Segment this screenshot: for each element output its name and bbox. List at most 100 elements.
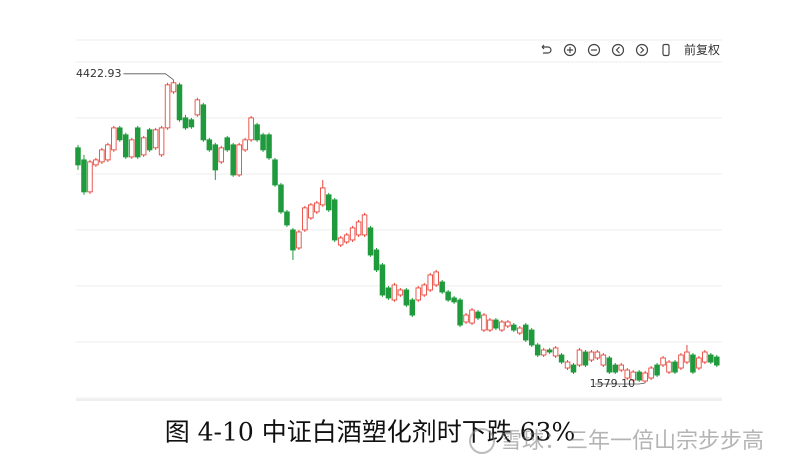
candle-body xyxy=(421,284,428,296)
zoom-out-button[interactable] xyxy=(587,43,601,57)
device-button[interactable] xyxy=(662,43,670,57)
next-button[interactable] xyxy=(635,43,649,57)
candle-body xyxy=(314,202,320,213)
candle-body xyxy=(606,357,613,373)
watermark: 雪球：三年一倍山宗步步高 xyxy=(500,429,764,454)
candle-body xyxy=(702,351,708,363)
candle-body xyxy=(302,207,308,231)
candle-body xyxy=(93,159,99,166)
candle-body xyxy=(290,229,296,251)
candle-body xyxy=(523,324,529,341)
watermark-logo xyxy=(469,428,495,454)
candle-body xyxy=(176,84,183,121)
candle-body xyxy=(660,357,666,366)
candle-body xyxy=(576,349,583,366)
candle-body xyxy=(493,319,499,329)
candle-body xyxy=(200,104,207,141)
candle-body xyxy=(331,199,338,241)
candle-body xyxy=(433,271,439,286)
candle-body xyxy=(487,319,493,331)
candle-body xyxy=(540,349,547,356)
candle-body xyxy=(117,127,123,141)
candle-body xyxy=(218,147,225,163)
candle-body xyxy=(672,361,678,373)
toolbar: 前复权 xyxy=(541,42,720,57)
candle-body xyxy=(552,347,559,357)
candle-body xyxy=(391,284,398,301)
candle-body xyxy=(128,139,135,158)
candle-body xyxy=(308,204,314,219)
candle-body xyxy=(499,321,505,331)
candle-body xyxy=(397,289,404,296)
candle-body xyxy=(475,311,481,319)
candle-body xyxy=(254,124,260,141)
candle-body xyxy=(588,351,595,361)
candle-body xyxy=(236,144,242,176)
candle-body xyxy=(457,299,463,326)
candle-body xyxy=(696,357,702,369)
candle-body xyxy=(582,351,589,366)
candle-body xyxy=(534,344,541,356)
candle-body xyxy=(242,139,248,151)
candle-body xyxy=(600,354,607,366)
candle-body xyxy=(642,372,648,382)
candle-body xyxy=(296,231,302,249)
candle-body xyxy=(343,234,350,243)
candle-body xyxy=(81,159,87,193)
candle-body xyxy=(164,84,171,129)
candle-body xyxy=(379,264,386,296)
undo-button[interactable] xyxy=(541,44,552,54)
zoom-in-button[interactable] xyxy=(563,43,577,57)
candle-body xyxy=(594,351,601,359)
candle-body xyxy=(630,371,636,381)
candle-body xyxy=(618,364,625,371)
candle-body xyxy=(511,324,517,331)
candle-body xyxy=(272,159,278,186)
candle-body xyxy=(708,354,714,363)
candle-body xyxy=(385,287,392,299)
candle-body xyxy=(248,117,254,141)
candle-body xyxy=(146,129,153,151)
annotation-leader xyxy=(123,73,174,81)
candle-body xyxy=(206,139,213,151)
candle-body xyxy=(212,144,219,171)
prev-button[interactable] xyxy=(611,43,625,57)
candle-body xyxy=(278,184,284,213)
candle-body xyxy=(654,364,660,376)
candle-body xyxy=(678,354,684,369)
candle-body xyxy=(266,134,272,159)
candle-body xyxy=(528,329,535,346)
candle-body xyxy=(684,351,690,363)
candle-body xyxy=(612,364,619,373)
candle-body xyxy=(690,354,696,373)
candle-body xyxy=(152,129,159,149)
candle-body xyxy=(111,127,117,151)
candle-body xyxy=(123,134,129,158)
candle-body xyxy=(505,321,511,327)
annotation-leader xyxy=(595,382,646,385)
candle-body xyxy=(415,287,422,301)
candle-body xyxy=(409,299,416,316)
candle-body xyxy=(463,314,469,323)
candle-body xyxy=(451,297,457,303)
candle-body xyxy=(337,237,344,246)
candle-body xyxy=(546,349,553,353)
annotation-label: 1579.10 xyxy=(590,377,636,390)
candle-body xyxy=(355,221,362,236)
candle-body xyxy=(439,281,445,293)
candle-body xyxy=(105,144,111,161)
candle-body xyxy=(481,314,487,331)
candle-body xyxy=(648,367,654,379)
candle-body xyxy=(194,99,201,116)
candle-body xyxy=(427,274,433,291)
watermark-group: 雪球：三年一倍山宗步步高 xyxy=(469,428,764,454)
candle-body xyxy=(182,117,189,129)
candle-body xyxy=(188,119,195,128)
candle-body xyxy=(349,227,356,241)
candle-body xyxy=(517,327,523,334)
candle-body xyxy=(75,147,81,166)
adjust-label[interactable]: 前复权 xyxy=(684,42,720,57)
candle-body xyxy=(636,371,642,381)
